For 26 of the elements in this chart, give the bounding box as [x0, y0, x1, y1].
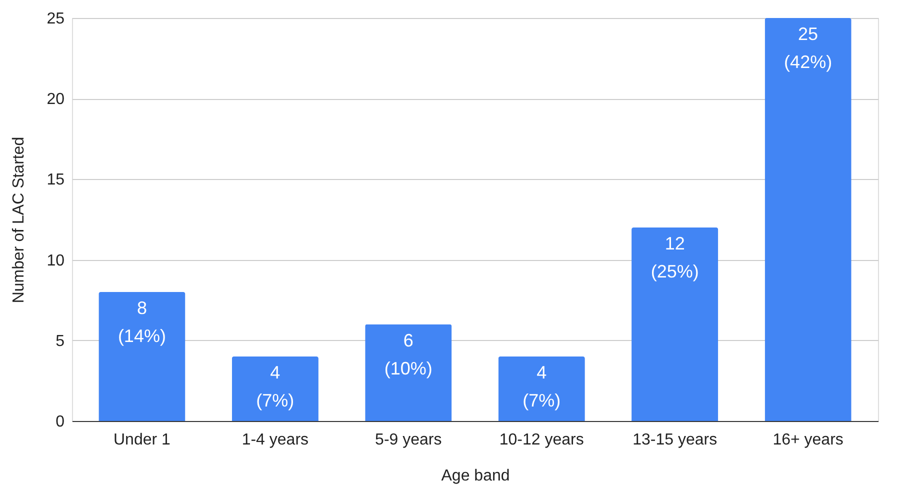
data-label: 25 (42%) — [784, 24, 832, 72]
y-tick-label: 5 — [56, 332, 65, 350]
y-tick-label: 10 — [46, 252, 65, 270]
x-tick-label: 1-4 years — [242, 432, 309, 448]
x-axis-title: Age band — [441, 468, 510, 484]
data-label: 8 (14%) — [118, 298, 166, 346]
bar — [498, 356, 585, 421]
y-tick-label: 25 — [46, 10, 65, 28]
x-tick-label: 16+ years — [772, 432, 844, 448]
data-label: 4 (7%) — [256, 362, 294, 411]
data-label: 6 (10%) — [384, 330, 432, 378]
bar — [764, 18, 852, 421]
data-label: 4 (7%) — [522, 362, 561, 411]
bar — [98, 292, 186, 421]
x-tick-label: 10-12 years — [499, 432, 584, 448]
x-tick-label: 13-15 years — [632, 432, 718, 448]
bar — [365, 324, 452, 421]
y-tick-label: 20 — [46, 91, 65, 108]
x-tick-label: Under 1 — [113, 432, 171, 448]
bar — [232, 356, 318, 421]
y-axis-title: Number of LAC Started — [10, 136, 28, 304]
data-label: 12 (25%) — [650, 234, 699, 282]
y-tick-label: 15 — [46, 172, 65, 189]
bar — [632, 228, 718, 421]
x-tick-label: 5-9 years — [375, 432, 442, 448]
y-tick-label: 0 — [56, 414, 65, 430]
